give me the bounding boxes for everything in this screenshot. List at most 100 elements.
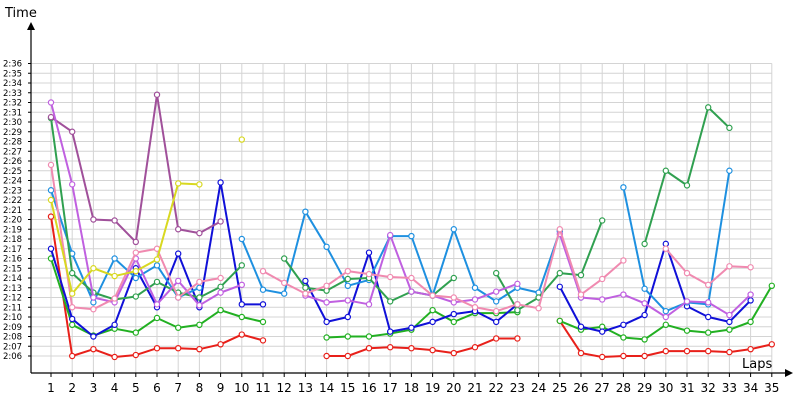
data-point <box>132 249 139 256</box>
data-point <box>683 347 691 355</box>
data-point <box>196 181 203 188</box>
data-point <box>47 196 55 204</box>
x-tick-label: 4 <box>111 381 119 395</box>
data-point <box>47 161 55 169</box>
data-point <box>493 307 500 315</box>
data-point <box>641 240 648 248</box>
data-point <box>174 324 182 331</box>
series-line <box>50 189 200 304</box>
data-point <box>217 274 224 282</box>
data-point <box>153 262 161 269</box>
data-point <box>429 306 436 314</box>
x-tick-label: 25 <box>552 381 567 395</box>
data-point <box>514 301 521 308</box>
y-axis-title: Time <box>4 6 37 21</box>
data-point <box>68 128 76 135</box>
data-point <box>47 113 55 121</box>
data-point <box>238 313 245 321</box>
data-point <box>323 318 330 326</box>
data-point <box>259 267 267 275</box>
data-point <box>450 310 457 318</box>
data-point <box>132 267 139 275</box>
data-point <box>111 295 118 302</box>
data-point <box>726 263 733 270</box>
data-point <box>471 284 479 291</box>
data-point <box>387 328 394 335</box>
data-point <box>471 304 479 311</box>
x-tick-label: 2 <box>68 381 76 395</box>
data-point <box>387 344 394 351</box>
series-layer <box>47 91 776 361</box>
data-point <box>471 344 479 351</box>
data-point <box>726 326 733 333</box>
data-point <box>747 264 754 271</box>
data-point <box>238 301 245 308</box>
y-tick-label: 2:15 <box>3 264 22 274</box>
data-point <box>90 345 97 353</box>
series-7 <box>47 99 754 321</box>
y-tick-label: 2:16 <box>3 255 22 265</box>
data-point <box>174 277 182 285</box>
data-point <box>662 307 670 315</box>
data-point <box>196 278 203 286</box>
data-point <box>217 341 224 348</box>
y-tick-label: 2:29 <box>3 128 22 138</box>
data-point <box>174 226 182 233</box>
data-point <box>662 245 670 252</box>
data-point <box>387 273 394 281</box>
data-point <box>705 347 712 355</box>
data-point <box>323 334 330 341</box>
y-tick-label: 2:07 <box>3 342 22 352</box>
data-point <box>68 290 76 297</box>
grid-lines <box>31 63 773 373</box>
data-point <box>620 321 627 328</box>
data-point <box>599 328 606 335</box>
data-point <box>90 216 97 223</box>
data-point <box>408 324 415 331</box>
data-point <box>344 313 351 321</box>
data-point <box>493 318 500 326</box>
data-point <box>683 298 691 305</box>
data-point <box>429 346 436 354</box>
series-9 <box>47 136 245 297</box>
y-tick-label: 2:17 <box>3 245 22 255</box>
data-point <box>68 181 76 188</box>
x-tick-label: 16 <box>361 381 376 395</box>
x-tick-label: 13 <box>298 381 313 395</box>
x-tick-label: 18 <box>404 381 419 395</box>
series-line <box>326 337 518 357</box>
data-point <box>747 291 754 298</box>
data-point <box>196 284 203 291</box>
series-line <box>558 242 752 333</box>
y-tick-label: 2:12 <box>3 294 22 304</box>
x-tick-label: 24 <box>531 381 546 395</box>
data-point <box>747 297 754 304</box>
data-point <box>302 208 309 215</box>
x-tick-label: 6 <box>153 381 161 395</box>
x-tick-label: 29 <box>637 381 652 395</box>
y-tick-label: 2:19 <box>3 225 22 235</box>
data-point <box>493 288 500 295</box>
y-tick-label: 2:08 <box>3 333 22 343</box>
series-1 <box>47 213 776 361</box>
data-point <box>471 296 479 303</box>
data-point <box>450 349 457 357</box>
data-point <box>196 302 203 309</box>
data-point <box>47 245 55 252</box>
data-point <box>111 353 118 361</box>
data-point <box>217 179 224 186</box>
data-point <box>408 232 415 240</box>
data-point <box>217 306 224 314</box>
data-point <box>344 275 351 283</box>
data-point <box>344 352 351 360</box>
data-point <box>344 267 351 275</box>
data-point <box>662 167 670 174</box>
data-point <box>344 282 351 289</box>
data-point <box>705 299 712 306</box>
data-point <box>174 250 182 257</box>
data-point <box>683 327 691 334</box>
data-point <box>493 298 500 305</box>
data-point <box>599 296 606 303</box>
x-tick-label: 23 <box>510 381 525 395</box>
